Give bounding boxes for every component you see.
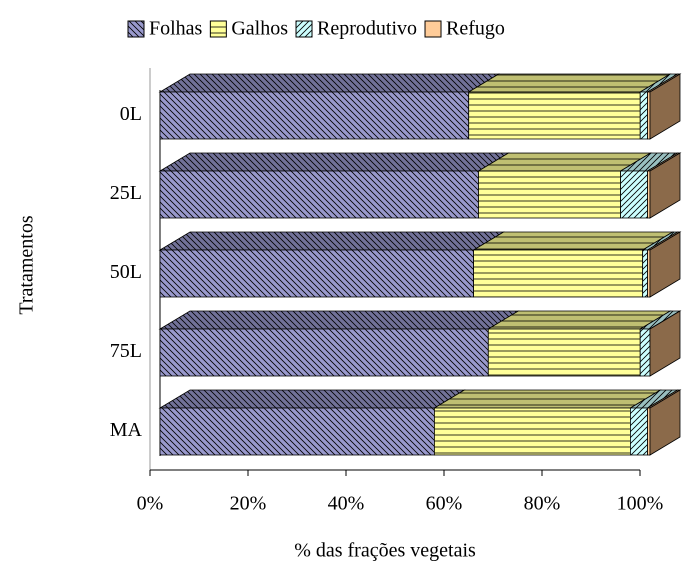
x-axis-title: % das frações vegetais [294, 540, 476, 562]
x-tick-label: 80% [524, 493, 561, 515]
bar [159, 170, 479, 219]
bar [620, 170, 648, 219]
bar-top [472, 231, 675, 251]
bar-side [649, 231, 681, 298]
legend-label: Refugo [446, 18, 505, 40]
bar [487, 328, 641, 377]
bar-top [158, 73, 501, 93]
y-axis-title: Tratamentos [16, 215, 38, 314]
legend-label: Reprodutivo [317, 18, 417, 40]
bar [473, 249, 644, 298]
legend-swatch [424, 20, 442, 38]
bar-side [649, 389, 681, 456]
legend-label: Folhas [149, 18, 203, 40]
bar [642, 249, 648, 298]
bar-top [158, 231, 506, 251]
bar [639, 328, 651, 377]
y-tick-label: MA [110, 419, 143, 441]
bar-top [158, 310, 520, 330]
y-tick-label: 75L [110, 340, 142, 362]
bar [159, 91, 470, 140]
bar-side [649, 152, 681, 219]
bar [639, 91, 648, 140]
bar [433, 407, 631, 456]
x-tick-label: 100% [617, 493, 664, 515]
bar [159, 328, 489, 377]
bar-side [649, 310, 681, 377]
bar [159, 249, 475, 298]
bar [468, 91, 641, 140]
x-tick-label: 40% [328, 493, 365, 515]
bar-top [158, 152, 510, 172]
y-tick-label: 0L [120, 103, 142, 125]
x-tick-label: 20% [230, 493, 267, 515]
y-tick-label: 50L [110, 261, 142, 283]
x-tick-label: 0% [137, 493, 164, 515]
legend-swatch [295, 20, 313, 38]
bar-top [486, 310, 672, 330]
legend-swatch [127, 20, 145, 38]
bar-top [158, 389, 466, 409]
legend-label: Galhos [231, 18, 288, 40]
x-tick-label: 60% [426, 493, 463, 515]
bar [630, 407, 648, 456]
legend-swatch [209, 20, 227, 38]
y-tick-label: 25L [110, 182, 142, 204]
bar-top [432, 389, 662, 409]
bar-top [467, 73, 672, 93]
bar-side [649, 73, 681, 140]
bar [159, 407, 435, 456]
bar [478, 170, 622, 219]
